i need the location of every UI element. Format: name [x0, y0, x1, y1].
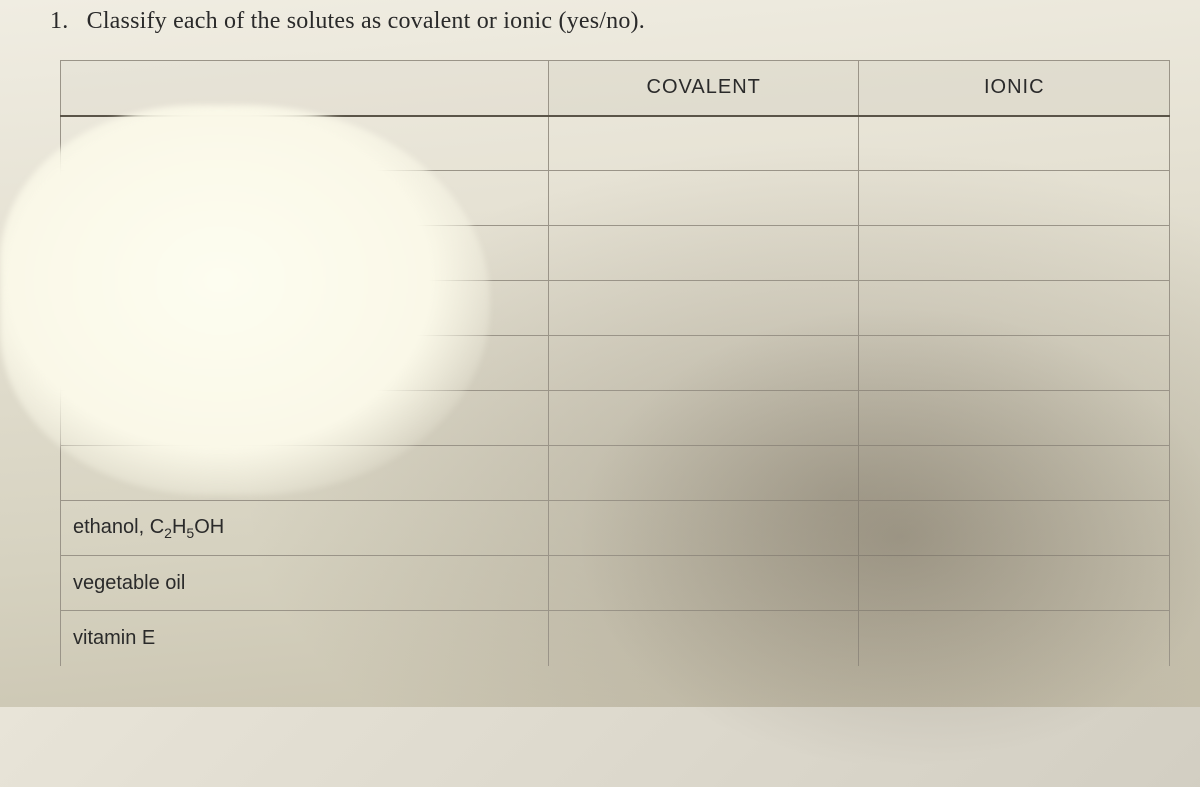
- solute-cell-vitamin-e: vitamin E: [61, 611, 549, 666]
- covalent-cell: [548, 116, 859, 171]
- ionic-cell: [859, 446, 1170, 501]
- header-covalent: COVALENT: [548, 61, 859, 116]
- ionic-cell: [859, 556, 1170, 611]
- question-prompt: 1. Classify each of the solutes as coval…: [50, 8, 645, 35]
- ionic-cell: [859, 611, 1170, 666]
- ionic-cell: [859, 391, 1170, 446]
- table-row: vitamin E: [61, 611, 1170, 666]
- covalent-cell: [548, 336, 859, 391]
- covalent-cell: [548, 171, 859, 226]
- ionic-cell: [859, 336, 1170, 391]
- question-number: 1.: [50, 8, 68, 34]
- covalent-cell: [548, 611, 859, 666]
- covalent-cell: [548, 391, 859, 446]
- table-row: ethanol, C2H5OH: [61, 501, 1170, 556]
- covalent-cell: [548, 281, 859, 336]
- covalent-cell: [548, 501, 859, 556]
- ionic-cell: [859, 501, 1170, 556]
- header-blank: [61, 61, 549, 116]
- table-row: vegetable oil: [61, 556, 1170, 611]
- whiteout-overlay: [0, 105, 490, 495]
- ionic-cell: [859, 116, 1170, 171]
- covalent-cell: [548, 446, 859, 501]
- solute-cell-ethanol: ethanol, C2H5OH: [61, 501, 549, 556]
- question-text: Classify each of the solutes as covalent…: [87, 8, 645, 34]
- covalent-cell: [548, 556, 859, 611]
- covalent-cell: [548, 226, 859, 281]
- worksheet-page: 1. Classify each of the solutes as coval…: [0, 0, 1200, 707]
- ionic-cell: [859, 281, 1170, 336]
- header-ionic: IONIC: [859, 61, 1170, 116]
- ionic-cell: [859, 226, 1170, 281]
- solute-cell-vegetable-oil: vegetable oil: [61, 556, 549, 611]
- ionic-cell: [859, 171, 1170, 226]
